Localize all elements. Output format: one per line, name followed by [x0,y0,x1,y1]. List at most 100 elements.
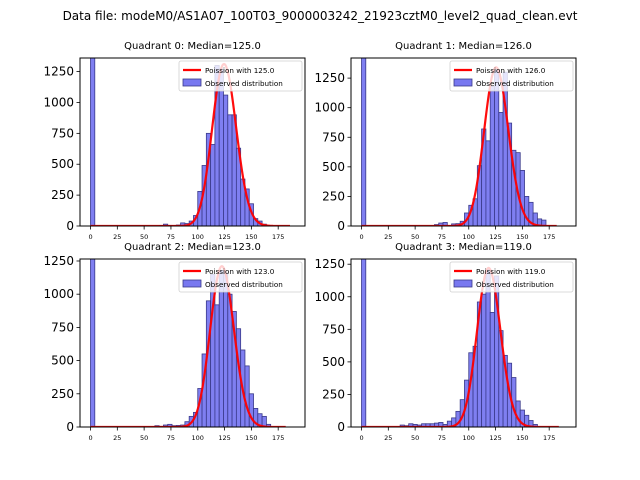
x-tick-label: 150 [516,434,528,442]
legend-bar-swatch [182,78,202,87]
histogram-bar [218,68,224,226]
histogram-bar [494,69,500,226]
y-tick-label: 1000 [43,95,74,109]
plot-area [90,259,286,427]
x-tick-label: 125 [489,233,501,241]
histogram-bar [361,259,367,427]
histogram-bar [361,58,367,226]
histogram-bar [481,293,487,427]
x-tick-label: 100 [463,233,475,241]
legend: Poission with 123.0 Observed distribution [178,261,303,293]
panel-title: Quadrant 0: Median=125.0 [124,41,261,52]
y-tick-label: 250 [322,387,345,401]
x-tick-label: 50 [140,233,148,241]
histogram-bar [485,269,491,427]
y-tick-label: 1250 [314,71,345,85]
quadrant-panel-2: 0 25 50 75 100 125 150 175 0 250 500 750 1000 1250 Qua… [43,242,306,442]
plot-area [90,58,290,226]
axes-frame [350,57,577,227]
histogram-bar [485,140,491,226]
legend: Poission with 125.0 Observed distribution [178,60,303,92]
y-tick-label: 1000 [314,290,345,304]
histogram-bar [248,393,254,427]
legend-label-observed: Observed distribution [205,79,283,88]
panel-title: Quadrant 3: Median=119.0 [395,242,532,253]
legend-label-observed: Observed distribution [205,280,283,289]
y-tick-label: 750 [51,320,74,334]
axes-frame [79,57,306,227]
histogram-bar [90,58,96,226]
legend-label-poisson: Poission with 125.0 [205,66,275,75]
legend: Poission with 119.0 Observed distribution [449,261,574,293]
y-tick-label: 750 [51,126,74,140]
plot-area [361,259,559,427]
legend-box [449,261,574,293]
x-tick-label: 125 [489,434,501,442]
y-tick-label: 0 [337,219,345,233]
x-tick-label: 0 [88,233,92,241]
x-tick-label: 175 [272,233,284,241]
legend-label-observed: Observed distribution [476,79,554,88]
histogram-bar [214,304,220,427]
quadrant-panel-3: 0 25 50 75 100 125 150 175 0 250 500 750 1000 1250 Qua… [314,242,577,442]
x-tick-label: 150 [516,233,528,241]
histogram-bar [489,311,495,427]
x-tick-label: 150 [245,233,257,241]
histogram-bar [528,420,534,427]
plot-area [361,58,557,226]
axes-frame [79,258,306,428]
histogram-bar [218,269,224,427]
y-tick-label: 1250 [43,65,74,79]
x-tick-label: 100 [192,434,204,442]
x-tick-label: 0 [359,434,363,442]
histogram-bar [227,114,233,226]
y-tick-label: 1000 [314,101,345,115]
legend-box [449,60,574,92]
y-tick-label: 500 [51,157,74,171]
legend-bar-swatch [453,78,473,87]
x-tick-label: 75 [438,434,446,442]
y-tick-label: 0 [337,420,345,434]
y-tick-label: 1250 [43,254,74,268]
histogram-bar [210,144,216,226]
x-tick-label: 25 [113,434,121,442]
x-tick-label: 175 [272,434,284,442]
x-tick-label: 75 [167,434,175,442]
histogram-bar [498,112,504,226]
x-tick-label: 75 [167,233,175,241]
y-tick-label: 250 [51,387,74,401]
histogram-bar [223,272,229,427]
y-tick-label: 750 [322,322,345,336]
x-tick-label: 0 [88,434,92,442]
x-tick-label: 100 [463,434,475,442]
y-tick-label: 500 [322,355,345,369]
axes-frame [350,258,577,428]
quadrant-panel-1: 0 25 50 75 100 125 150 175 0 250 500 750 1000 1250 Qua… [314,41,577,241]
panel-title: Quadrant 1: Median=126.0 [395,41,532,52]
x-tick-label: 75 [438,233,446,241]
y-tick-label: 0 [66,420,74,434]
legend-box [178,60,303,92]
legend-box [178,261,303,293]
x-tick-label: 25 [113,233,121,241]
histogram-bar [223,94,229,226]
x-tick-label: 25 [384,434,392,442]
legend-bar-swatch [182,279,202,288]
suptitle: Data file: modeM0/AS1A07_100T03_90000032… [63,9,578,23]
y-tick-label: 500 [322,160,345,174]
panel-title: Quadrant 2: Median=123.0 [124,242,261,253]
legend-label-poisson: Poission with 126.0 [476,66,546,75]
poisson-curve [90,264,286,427]
x-tick-label: 125 [218,233,230,241]
y-tick-label: 250 [322,189,345,203]
x-tick-label: 50 [411,233,419,241]
x-tick-label: 150 [245,434,257,442]
poisson-curve [361,66,557,226]
legend-label-poisson: Poission with 123.0 [205,267,275,276]
y-tick-label: 0 [66,219,74,233]
poisson-curve [90,62,290,226]
histogram-bar [489,85,495,226]
x-tick-label: 50 [411,434,419,442]
x-tick-label: 25 [384,233,392,241]
